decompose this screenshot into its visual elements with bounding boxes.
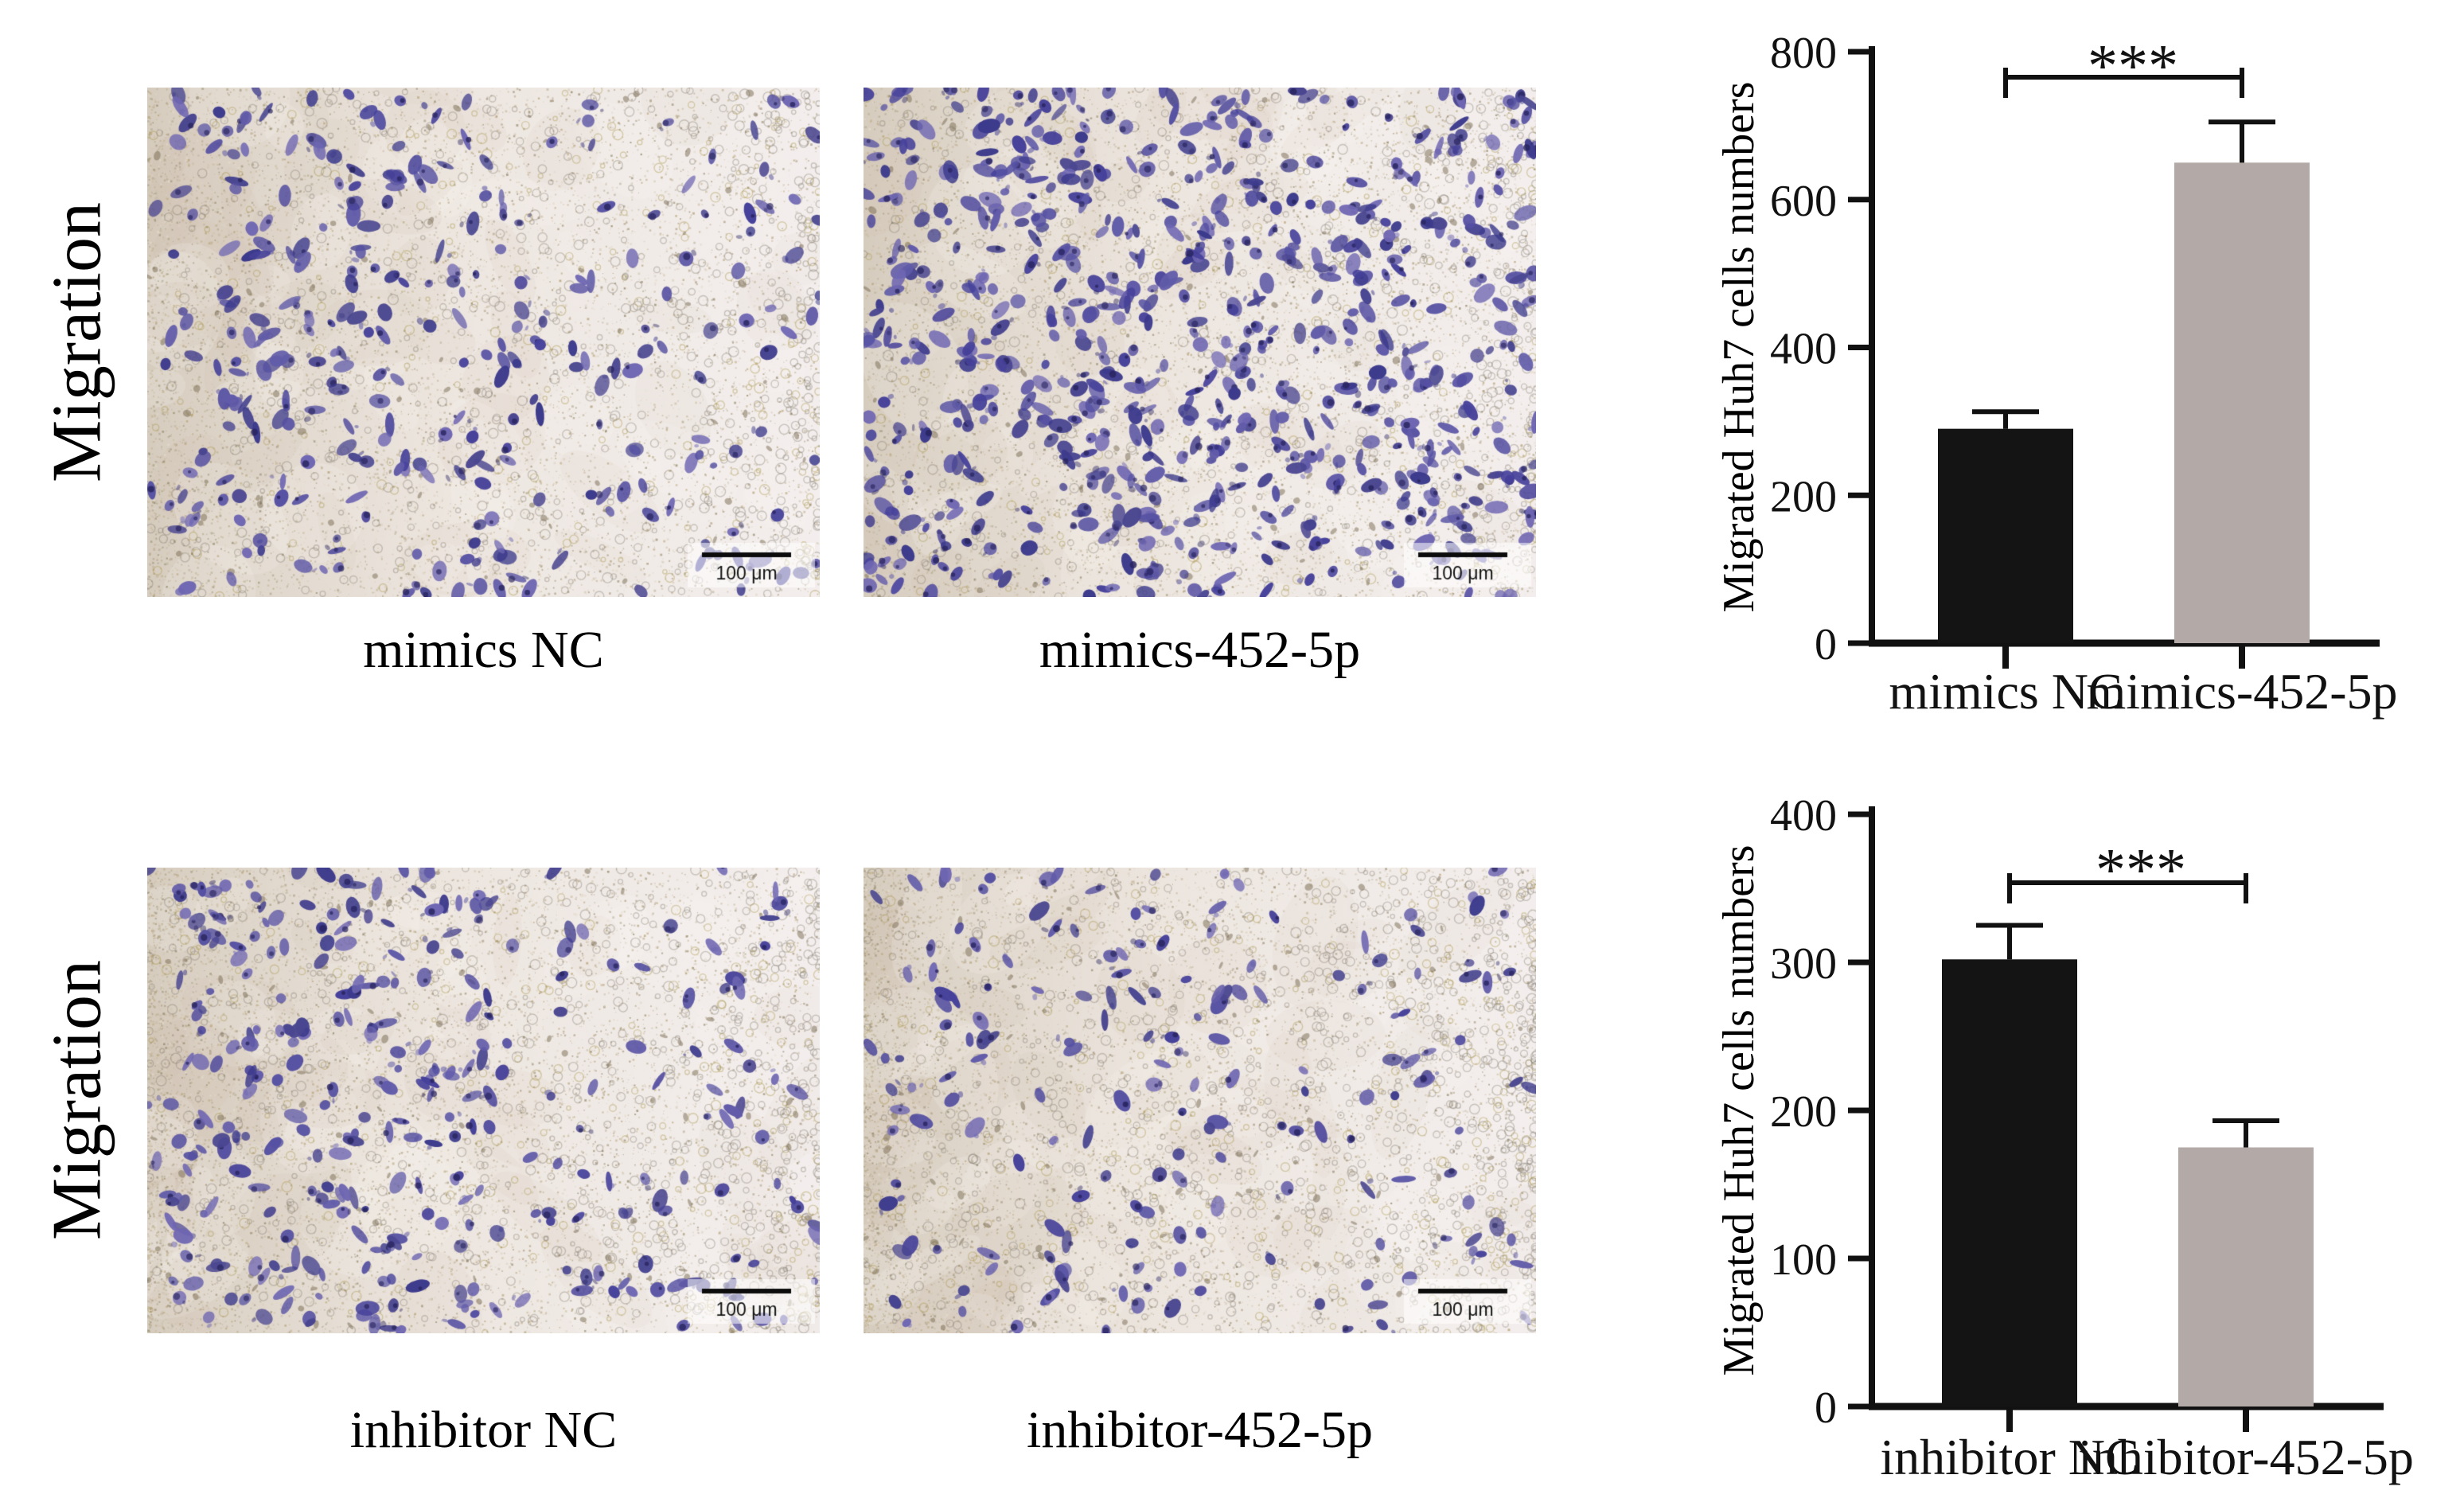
panel-label-inhibitor-nc: inhibitor NC xyxy=(349,1401,618,1459)
y-tick-label-200: 200 xyxy=(1770,1087,1837,1137)
row-label-migration-bottom: Migration xyxy=(38,960,116,1240)
micrograph-inhibitor-nc xyxy=(147,868,820,1333)
bar-mimics-452-5p xyxy=(2174,162,2310,643)
micrograph-mimics-nc xyxy=(147,88,820,597)
significance-stars: *** xyxy=(2096,837,2186,903)
micrograph-inhibitor-452-5p xyxy=(864,868,1536,1333)
significance-stars: *** xyxy=(2088,33,2178,99)
y-tick-label-600: 600 xyxy=(1770,177,1837,226)
y-tick-label-400: 400 xyxy=(1770,325,1837,374)
y-axis-label-bottom-chart: Migrated Huh7 cells numbers xyxy=(1714,845,1764,1376)
y-axis-label-top-chart: Migrated Huh7 cells numbers xyxy=(1714,81,1764,613)
bar-inhibitor-452-5p xyxy=(2178,1147,2314,1407)
bar-inhibitor-NC xyxy=(1942,959,2077,1407)
panel-label-inhibitor-452-5p: inhibitor-452-5p xyxy=(1027,1401,1373,1459)
y-tick-label-0: 0 xyxy=(1815,620,1837,669)
bar-chart-migration-inhibitor: 0 100 200 300 400 inhibitor NCinhibitor-452-5… xyxy=(1770,791,2414,1485)
panel-label-mimics-nc: mimics NC xyxy=(363,621,604,679)
category-label-0: mimics NC xyxy=(1889,663,2122,720)
panel-label-mimics-452-5p: mimics-452-5p xyxy=(1039,621,1361,679)
y-tick-label-0: 0 xyxy=(1815,1383,1837,1433)
y-tick-label-400: 400 xyxy=(1770,791,1837,841)
category-label-1: inhibitor-452-5p xyxy=(2078,1429,2414,1485)
y-tick-label-800: 800 xyxy=(1770,29,1837,78)
bar-mimics-NC xyxy=(1938,428,2073,643)
y-tick-label-300: 300 xyxy=(1770,939,1837,989)
row-label-migration-top: Migration xyxy=(38,202,116,482)
category-label-0: inhibitor NC xyxy=(1880,1429,2138,1485)
micrograph-mimics-452-5p xyxy=(864,88,1536,597)
category-label-1: mimics-452-5p xyxy=(2086,663,2397,720)
y-tick-label-200: 200 xyxy=(1770,472,1837,521)
y-tick-label-100: 100 xyxy=(1770,1235,1837,1285)
